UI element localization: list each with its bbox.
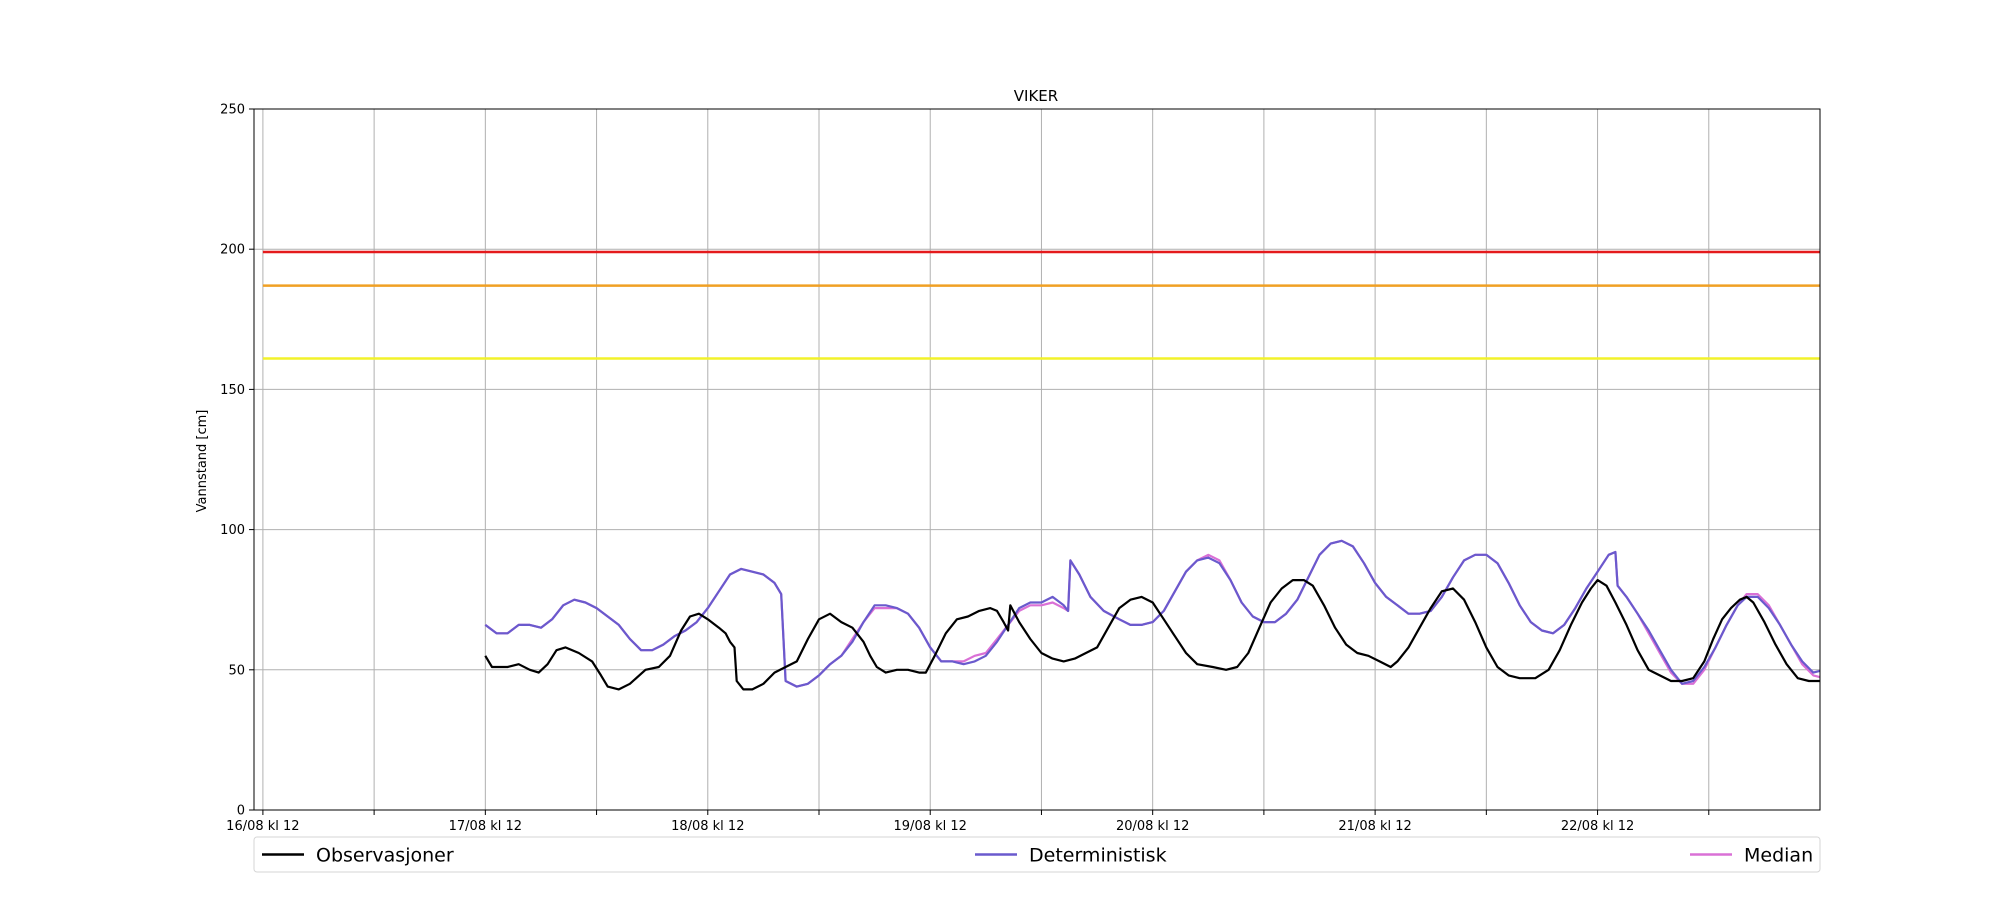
- chart-title: VIKER: [1014, 87, 1058, 105]
- legend: Observasjoner Deterministisk Median: [253, 836, 1821, 873]
- legend-label-median: Median: [1744, 845, 1813, 867]
- series-line-deterministisk: [484, 539, 1820, 688]
- x-tick-label: 22/08 kl 12: [1561, 819, 1634, 834]
- y-axis-label: Vannstand [cm]: [195, 410, 210, 513]
- x-tick-label: 21/08 kl 12: [1338, 819, 1411, 834]
- x-axis-ticks: 16/08 kl 12 17/08 kl 12 18/08 kl 12 19/08 k…: [226, 810, 1710, 834]
- y-tick-label: 100: [220, 523, 245, 538]
- y-axis-ticks: 0 50 100 150 200 250: [220, 103, 254, 819]
- legend-label-observasjoner: Observasjoner: [316, 845, 454, 867]
- data-series: [484, 539, 1820, 691]
- x-tick-label: 20/08 kl 12: [1116, 819, 1189, 834]
- y-tick-label: 150: [220, 383, 245, 398]
- x-tick-label: 18/08 kl 12: [671, 819, 744, 834]
- series-line-observasjoner: [484, 579, 1820, 691]
- x-tick-label: 16/08 kl 12: [226, 819, 299, 834]
- legend-items: Observasjoner Deterministisk Median: [262, 845, 1813, 867]
- legend-box: [253, 836, 1821, 873]
- grid-lines: [254, 108, 1820, 811]
- y-tick-label: 200: [220, 243, 245, 258]
- legend-label-deterministisk: Deterministisk: [1029, 845, 1167, 867]
- y-tick-label: 250: [220, 103, 245, 118]
- threshold-lines: [262, 250, 1820, 360]
- x-tick-label: 19/08 kl 12: [894, 819, 967, 834]
- y-tick-label: 0: [237, 804, 245, 819]
- x-tick-label: 17/08 kl 12: [449, 819, 522, 834]
- plot-frame: [253, 108, 1821, 811]
- y-tick-label: 50: [228, 663, 245, 678]
